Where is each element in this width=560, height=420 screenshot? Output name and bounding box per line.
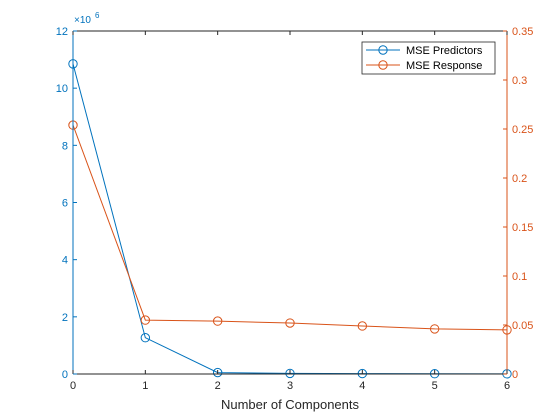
left-tick-label: 10: [56, 83, 68, 95]
left-axis-exponent-power: 6: [95, 11, 100, 20]
data-point-response: [357, 321, 368, 331]
legend-marker-predictors: [378, 45, 388, 55]
right-tick-label: 0.1: [512, 271, 527, 283]
plot-area: [73, 31, 507, 374]
left-tick-label: 4: [62, 255, 68, 267]
data-point-response: [212, 316, 223, 326]
right-tick-label: 0.3: [512, 75, 527, 87]
data-point-predictors: [212, 367, 223, 378]
left-axis-exponent: ×10 6: [74, 11, 100, 26]
x-tick-label: 1: [142, 380, 148, 392]
x-tick-label: 3: [287, 380, 293, 392]
left-tick-label: 12: [56, 26, 68, 38]
right-tick-label: 0: [512, 369, 518, 381]
left-axis-exponent-base: ×10: [74, 15, 91, 26]
right-tick-label: 0.05: [512, 320, 533, 332]
data-point-response: [140, 315, 151, 325]
axes-layer: 0 1 2 3 4 5 602468101200.050.10.150.20.250.30.…: [56, 26, 534, 392]
data-point-response: [429, 324, 440, 334]
legend: MSE Predictors MSE Response: [361, 41, 496, 75]
x-tick-label: 6: [504, 380, 510, 392]
data-point-response: [285, 318, 295, 328]
data-point-predictors: [140, 332, 151, 343]
x-tick-label: 5: [432, 380, 438, 392]
x-axis-label: Number of Components: [221, 397, 360, 412]
x-tick-label: 2: [215, 380, 221, 392]
x-tick-label: 0: [70, 380, 76, 392]
legend-label-predictors: MSE Predictors: [406, 45, 483, 57]
legend-entry-predictors: MSE Predictors: [366, 45, 483, 57]
legend-label-response: MSE Response: [406, 60, 482, 72]
left-tick-label: 6: [62, 198, 68, 210]
left-tick-label: 0: [62, 369, 68, 381]
right-tick-label: 0.15: [512, 222, 533, 234]
legend-marker-response: [378, 60, 388, 70]
legend-entry-response: MSE Response: [366, 60, 482, 72]
x-tick-label: 4: [359, 380, 365, 392]
left-tick-label: 2: [62, 312, 68, 324]
left-tick-label: 8: [62, 140, 68, 152]
right-tick-label: 0.35: [512, 26, 533, 38]
data-point-predictors: [285, 368, 295, 379]
series-line-response: [72, 124, 508, 331]
right-tick-label: 0.2: [512, 173, 527, 185]
right-tick-label: 0.25: [512, 124, 533, 136]
